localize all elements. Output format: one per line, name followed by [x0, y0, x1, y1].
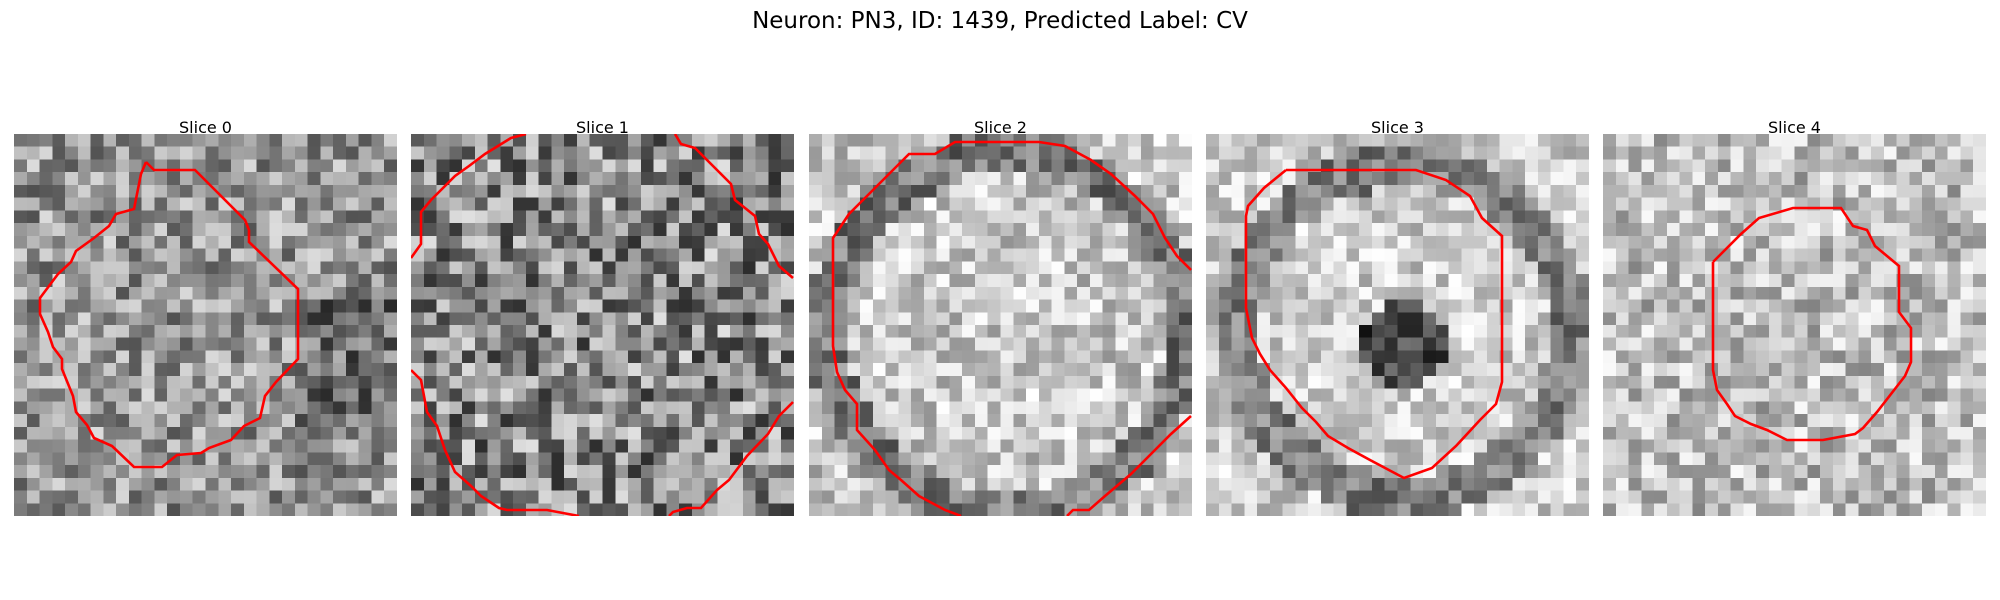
roi-contour [1066, 415, 1192, 516]
grayscale-image [1603, 134, 1986, 516]
roi-contour [1244, 168, 1504, 480]
slice-panel-3: Slice 3 [1206, 118, 1589, 516]
roi-contour [38, 161, 300, 469]
contour-overlay [1244, 168, 1504, 480]
slice-title: Slice 1 [576, 118, 629, 137]
slice-title: Slice 2 [974, 118, 1027, 137]
slice-title: Slice 0 [179, 118, 232, 137]
grayscale-image [14, 134, 397, 516]
grayscale-image [809, 134, 1192, 516]
slice-panel-2: Slice 2 [809, 118, 1192, 516]
contour-overlay [38, 161, 300, 469]
slice-panel-1: Slice 1 [411, 118, 794, 516]
grayscale-image [1206, 134, 1589, 516]
slice-panel-0: Slice 0 [14, 118, 397, 516]
slice-title: Slice 3 [1371, 118, 1424, 137]
contour-overlay [831, 140, 1192, 516]
contour-overlay [411, 134, 794, 516]
roi-contour [673, 134, 794, 279]
slice-panel-4: Slice 4 [1603, 118, 1986, 516]
roi-contour [411, 369, 580, 516]
figure-title: Neuron: PN3, ID: 1439, Predicted Label: … [752, 8, 1248, 34]
slice-title: Slice 4 [1768, 118, 1821, 137]
roi-contour [831, 140, 1192, 516]
roi-contour [668, 401, 794, 516]
contour-overlay [1711, 206, 1913, 442]
roi-contour [411, 134, 527, 259]
roi-contour [1711, 206, 1913, 442]
grayscale-image [411, 134, 794, 516]
